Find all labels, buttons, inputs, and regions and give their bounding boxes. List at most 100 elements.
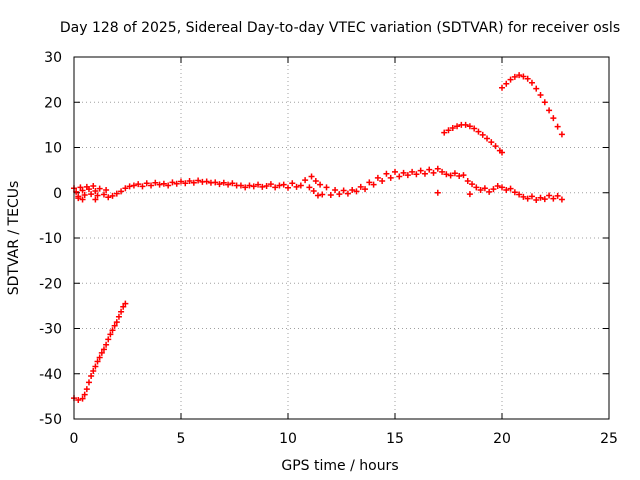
data-point xyxy=(430,169,437,176)
y-tick-labels: -50 -40 -30 -20 -10 0 10 20 30 xyxy=(39,50,62,428)
data-point xyxy=(524,75,531,82)
data-point xyxy=(113,319,120,326)
data-point xyxy=(156,181,163,188)
data-point xyxy=(404,172,411,179)
data-point xyxy=(409,168,416,175)
x-tick-label: 15 xyxy=(386,431,404,447)
data-point xyxy=(103,341,110,348)
x-tick-label: 20 xyxy=(493,431,511,447)
data-point xyxy=(479,131,486,138)
y-tick-label: -40 xyxy=(39,367,62,383)
data-point xyxy=(79,196,86,203)
data-point xyxy=(340,187,347,194)
data-point xyxy=(499,84,505,91)
data-point xyxy=(558,131,565,138)
data-point xyxy=(302,177,309,184)
data-point xyxy=(237,182,244,189)
data-point xyxy=(118,188,125,195)
data-point xyxy=(98,349,105,356)
data-point xyxy=(297,182,304,189)
data-point xyxy=(374,174,381,181)
data-point xyxy=(169,179,176,186)
data-point xyxy=(558,196,565,203)
data-point xyxy=(426,166,433,173)
data-point xyxy=(447,172,454,179)
data-point xyxy=(503,187,510,194)
data-point xyxy=(413,171,420,178)
data-point xyxy=(229,180,236,187)
data-point xyxy=(507,185,514,192)
data-point xyxy=(362,186,369,193)
data-point xyxy=(481,185,488,192)
data-point xyxy=(148,182,155,189)
data-point xyxy=(550,195,557,202)
data-point xyxy=(100,346,107,353)
data-point xyxy=(550,115,557,122)
data-point xyxy=(462,121,469,128)
data-point xyxy=(105,336,112,343)
y-axis-title: SDTVAR / TECUs xyxy=(6,181,22,296)
plot-frame xyxy=(73,56,610,420)
data-point xyxy=(314,192,321,199)
data-point xyxy=(336,191,343,198)
data-point xyxy=(220,179,227,186)
data-point xyxy=(537,92,544,99)
data-point xyxy=(400,169,407,176)
data-point xyxy=(456,173,463,180)
data-point xyxy=(160,180,167,187)
data-point xyxy=(477,187,484,194)
data-point xyxy=(173,180,180,187)
data-point xyxy=(109,327,116,334)
data-point xyxy=(79,187,86,194)
data-point xyxy=(541,196,548,203)
data-point xyxy=(250,183,257,190)
data-point xyxy=(434,189,441,196)
data-point xyxy=(533,196,540,203)
data-point xyxy=(242,184,249,191)
data-point xyxy=(103,187,110,194)
series-early-ramp xyxy=(71,300,129,403)
data-point xyxy=(289,180,296,187)
data-point xyxy=(499,184,505,191)
data-point xyxy=(490,186,497,193)
data-point xyxy=(92,187,99,194)
data-point xyxy=(494,182,501,189)
data-point xyxy=(319,191,326,198)
data-point xyxy=(524,195,531,202)
data-point xyxy=(109,192,116,199)
data-point xyxy=(135,181,142,188)
data-point xyxy=(546,107,553,114)
data-point xyxy=(276,182,283,189)
data-point xyxy=(439,168,446,175)
data-point xyxy=(492,143,499,150)
data-point xyxy=(165,182,172,189)
data-point xyxy=(466,123,473,130)
data-point xyxy=(122,185,129,192)
data-point xyxy=(96,185,103,192)
series-main-band xyxy=(71,165,565,203)
data-point xyxy=(499,149,505,156)
data-point xyxy=(396,173,403,180)
data-point xyxy=(327,192,334,199)
data-point xyxy=(90,182,97,189)
y-tick-label: 10 xyxy=(44,141,62,157)
data-point xyxy=(90,368,97,375)
data-point xyxy=(118,308,125,315)
data-point xyxy=(317,181,324,188)
data-point xyxy=(190,179,197,186)
data-point xyxy=(77,184,84,191)
data-point xyxy=(272,184,279,191)
data-point xyxy=(81,391,88,398)
x-tick-labels: 0 5 10 15 20 25 xyxy=(70,431,618,447)
data-point xyxy=(100,191,107,198)
grid-lines xyxy=(74,57,609,419)
data-point xyxy=(387,174,394,181)
data-point xyxy=(94,192,101,199)
data-point xyxy=(79,395,86,402)
data-point xyxy=(421,170,428,177)
data-point xyxy=(306,184,313,191)
data-point xyxy=(546,192,553,199)
data-point xyxy=(285,184,291,191)
data-point xyxy=(75,195,82,202)
